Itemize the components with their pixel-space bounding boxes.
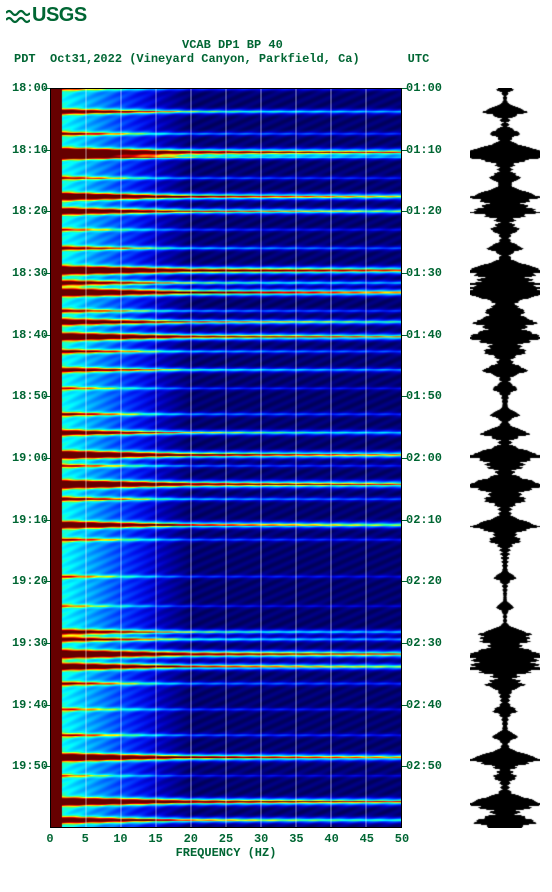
x-tick: 50 xyxy=(395,832,409,846)
y-right-tick: 02:50 xyxy=(406,759,450,773)
y-left-tick: 18:30 xyxy=(8,266,48,280)
station-code: VCAB DP1 BP 40 xyxy=(0,38,552,52)
date: Oct31,2022 xyxy=(50,52,122,66)
seismogram-plot xyxy=(470,88,540,828)
y-right-tick: 02:10 xyxy=(406,513,450,527)
location: (Vineyard Canyon, Parkfield, Ca) xyxy=(129,52,359,66)
usgs-logo-text: USGS xyxy=(32,4,87,27)
y-left-tick: 19:30 xyxy=(8,636,48,650)
x-tick: 15 xyxy=(148,832,162,846)
usgs-logo: USGS xyxy=(6,4,87,27)
y-right-tick: 01:30 xyxy=(406,266,450,280)
x-tick: 20 xyxy=(184,832,198,846)
seismogram-canvas xyxy=(470,88,540,828)
y-axis-left-pdt: 18:0018:1018:2018:3018:4018:5019:0019:10… xyxy=(8,88,48,828)
y-right-tick: 01:20 xyxy=(406,204,450,218)
tz-right: UTC xyxy=(408,52,430,66)
y-left-tick: 19:00 xyxy=(8,451,48,465)
x-tick: 40 xyxy=(324,832,338,846)
y-right-tick: 02:40 xyxy=(406,698,450,712)
x-tick: 35 xyxy=(289,832,303,846)
y-right-tick: 02:30 xyxy=(406,636,450,650)
y-left-tick: 18:00 xyxy=(8,81,48,95)
x-tick: 0 xyxy=(46,832,53,846)
y-axis-right-utc: 01:0001:1001:2001:3001:4001:5002:0002:10… xyxy=(406,88,450,828)
y-right-tick: 01:40 xyxy=(406,328,450,342)
y-left-tick: 18:20 xyxy=(8,204,48,218)
spectrogram-plot xyxy=(50,88,402,828)
y-left-tick: 18:40 xyxy=(8,328,48,342)
y-right-tick: 02:00 xyxy=(406,451,450,465)
x-axis-title: FREQUENCY (HZ) xyxy=(50,846,402,860)
chart-header: VCAB DP1 BP 40 PDT Oct31,2022 (Vineyard … xyxy=(0,38,552,66)
y-left-tick: 19:40 xyxy=(8,698,48,712)
spectrogram-canvas xyxy=(51,89,401,827)
y-right-tick: 02:20 xyxy=(406,574,450,588)
y-right-tick: 01:10 xyxy=(406,143,450,157)
y-left-tick: 18:10 xyxy=(8,143,48,157)
x-tick: 30 xyxy=(254,832,268,846)
y-left-tick: 18:50 xyxy=(8,389,48,403)
x-tick: 5 xyxy=(82,832,89,846)
y-left-tick: 19:50 xyxy=(8,759,48,773)
x-axis-labels: 05101520253035404550 xyxy=(50,832,402,846)
usgs-wave-icon xyxy=(6,7,30,25)
x-tick: 45 xyxy=(360,832,374,846)
y-right-tick: 01:50 xyxy=(406,389,450,403)
y-left-tick: 19:10 xyxy=(8,513,48,527)
x-tick: 25 xyxy=(219,832,233,846)
y-right-tick: 01:00 xyxy=(406,81,450,95)
tz-left: PDT xyxy=(14,52,36,66)
y-left-tick: 19:20 xyxy=(8,574,48,588)
x-tick: 10 xyxy=(113,832,127,846)
